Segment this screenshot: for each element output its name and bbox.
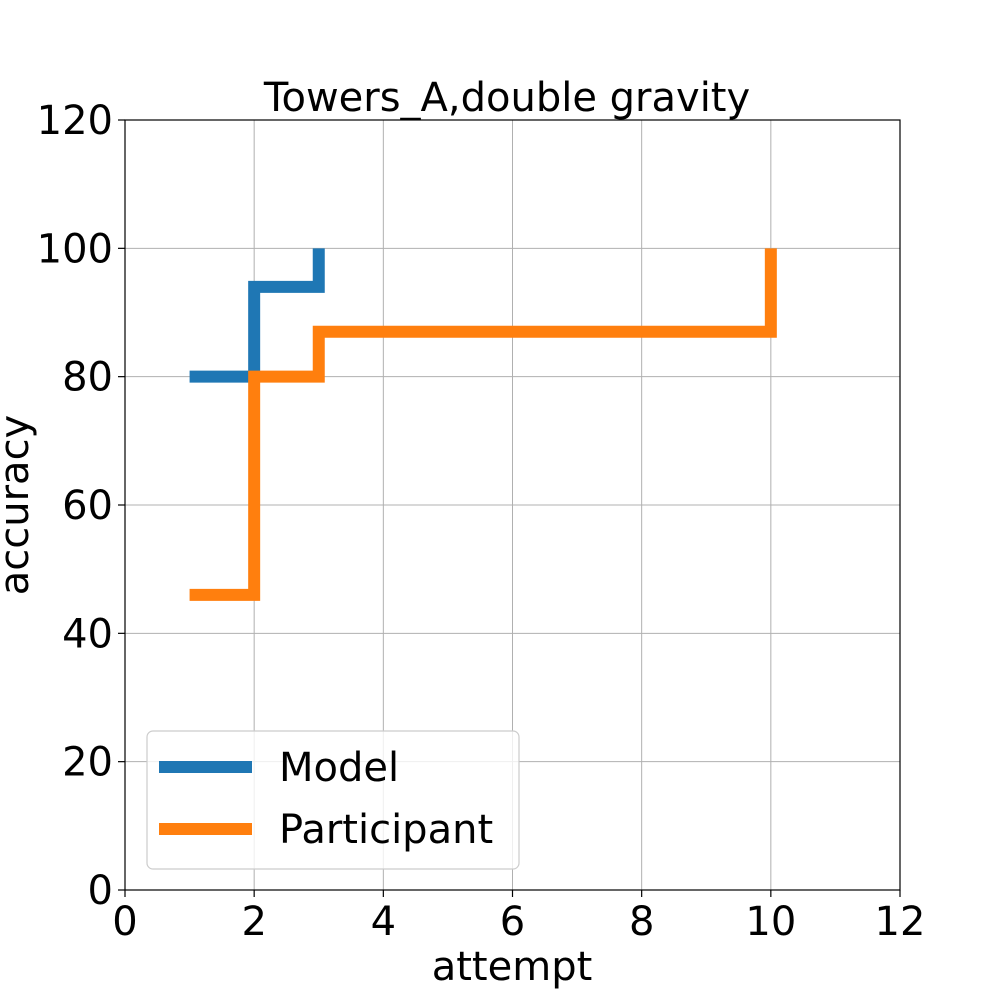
x-tick-label: 10 xyxy=(745,899,796,945)
legend-label-participant: Participant xyxy=(279,807,493,853)
x-axis-label: attempt xyxy=(432,944,593,990)
x-tick-label: 0 xyxy=(112,899,137,945)
chart-title: Towers_A,double gravity xyxy=(263,75,750,121)
y-tick-label: 100 xyxy=(37,226,113,272)
y-tick-label: 120 xyxy=(37,98,113,144)
x-tick-label: 4 xyxy=(371,899,396,945)
y-tick-label: 40 xyxy=(62,611,113,657)
x-tick-label: 12 xyxy=(875,899,926,945)
legend-label-model: Model xyxy=(279,745,399,791)
y-axis-label: accuracy xyxy=(0,415,38,595)
y-tick-label: 60 xyxy=(62,483,113,529)
series-line-model xyxy=(189,248,325,383)
series-line-participant xyxy=(189,248,777,601)
y-tick-label: 80 xyxy=(62,355,113,401)
x-tick-label: 2 xyxy=(241,899,266,945)
legend: Model Participant xyxy=(146,730,520,870)
x-tick-label: 6 xyxy=(500,899,525,945)
y-tick-label: 20 xyxy=(62,740,113,786)
series-layer xyxy=(189,248,777,601)
x-tick-label: 8 xyxy=(629,899,654,945)
y-tick-label: 0 xyxy=(88,868,113,914)
